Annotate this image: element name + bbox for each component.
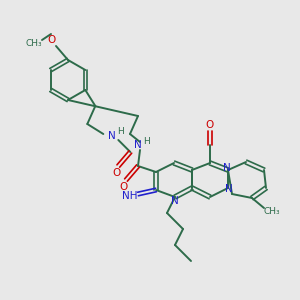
Text: CH₃: CH₃	[264, 208, 280, 217]
Text: N: N	[225, 184, 233, 194]
Text: N: N	[223, 163, 231, 173]
Text: H: H	[142, 136, 149, 146]
Text: O: O	[47, 35, 55, 45]
Text: O: O	[112, 168, 120, 178]
Text: N: N	[108, 131, 116, 141]
Text: H: H	[117, 128, 124, 136]
Text: O: O	[120, 182, 128, 192]
Text: O: O	[206, 120, 214, 130]
Text: NH: NH	[122, 191, 138, 201]
Text: N: N	[134, 140, 142, 150]
Text: CH₃: CH₃	[26, 40, 42, 49]
Text: N: N	[171, 196, 179, 206]
